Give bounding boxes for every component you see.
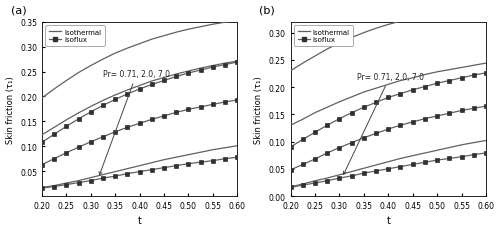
Text: (b): (b) xyxy=(260,6,275,16)
Legend: Isothermal, Isoflux: Isothermal, Isoflux xyxy=(294,26,354,47)
X-axis label: t: t xyxy=(138,216,141,225)
Text: (a): (a) xyxy=(10,6,26,16)
X-axis label: t: t xyxy=(386,216,390,225)
Y-axis label: Skin friction (τ₁): Skin friction (τ₁) xyxy=(6,76,15,143)
Legend: Isothermal, Isoflux: Isothermal, Isoflux xyxy=(46,26,105,47)
Text: Pr= 0.71, 2.0, 7.0: Pr= 0.71, 2.0, 7.0 xyxy=(344,73,423,175)
Text: Pr= 0.71, 2.0, 7.0: Pr= 0.71, 2.0, 7.0 xyxy=(99,70,170,175)
Y-axis label: Skin friction (τ₁): Skin friction (τ₁) xyxy=(254,76,263,143)
